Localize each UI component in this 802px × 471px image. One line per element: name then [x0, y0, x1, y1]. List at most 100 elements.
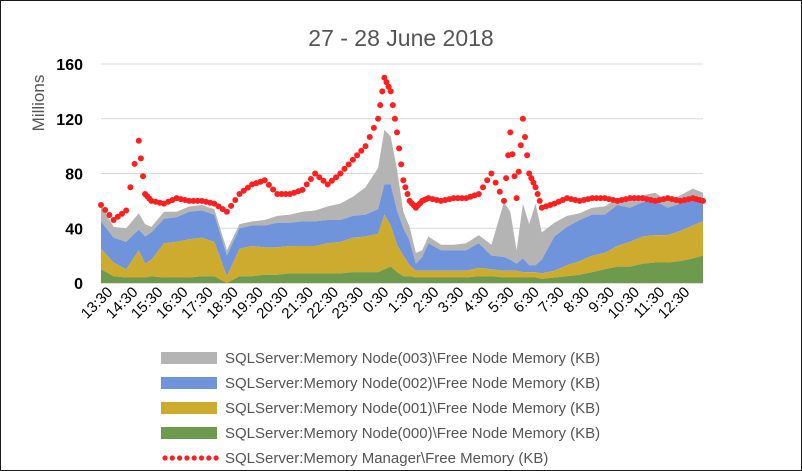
- line-point: [274, 191, 281, 197]
- line-point: [110, 217, 117, 223]
- line-point: [186, 197, 193, 204]
- line-point: [385, 83, 392, 90]
- legend-label: SQLServer:Memory Manager\Free Memory (KB…: [225, 450, 548, 467]
- line-point: [307, 176, 314, 182]
- line-point: [496, 188, 503, 195]
- line-point: [244, 184, 251, 191]
- line-point: [513, 195, 520, 202]
- x-tick-label: 1:30: [385, 284, 418, 317]
- y-tick-label: 120: [56, 112, 83, 129]
- line-point: [228, 202, 235, 209]
- line-point: [519, 115, 526, 122]
- legend-marker: [198, 455, 205, 461]
- line-point: [517, 142, 524, 149]
- line-point: [700, 197, 706, 204]
- line-point: [106, 212, 113, 218]
- line-point: [316, 174, 323, 181]
- chart-title: 27 - 28 June 2018: [308, 25, 493, 51]
- line-point: [320, 177, 327, 184]
- area-sqlserver-memory-node-001-free-node-memory-kb-: [101, 214, 703, 283]
- line-point: [524, 152, 531, 159]
- line-point: [528, 175, 535, 182]
- line-point: [488, 170, 495, 177]
- line-point: [265, 181, 272, 188]
- line-point: [127, 184, 134, 191]
- line-point: [349, 156, 356, 163]
- line-point: [391, 115, 398, 122]
- x-tick-label: 5:30: [485, 284, 518, 317]
- line-point: [526, 170, 533, 177]
- line-point: [123, 207, 130, 214]
- legend-marker: [169, 455, 175, 461]
- line-point: [480, 184, 486, 191]
- line-point: [515, 168, 522, 175]
- line-point: [345, 161, 352, 168]
- legend-marker: [184, 455, 190, 461]
- x-tick-label: 4:30: [460, 284, 493, 317]
- line-point: [377, 102, 384, 109]
- legend-swatch: [161, 427, 217, 439]
- line-point: [536, 197, 543, 204]
- y-tick-label: 160: [56, 57, 83, 74]
- line-point: [387, 88, 394, 95]
- legend-swatch: [161, 402, 217, 414]
- line-point: [530, 179, 537, 186]
- area-series: [101, 129, 703, 283]
- legend-swatch: [161, 352, 217, 364]
- line-point: [270, 186, 277, 193]
- line-point: [522, 134, 528, 140]
- line-point: [532, 184, 539, 191]
- line-point: [381, 74, 388, 81]
- line-point: [333, 174, 340, 181]
- line-point: [131, 160, 138, 167]
- legend-label: SQLServer:Memory Node(001)\Free Node Mem…: [225, 400, 600, 417]
- line-point: [223, 208, 230, 215]
- legend-marker: [213, 455, 219, 461]
- line-point: [194, 197, 201, 204]
- line-point: [375, 115, 382, 122]
- legend: SQLServer:Memory Node(003)\Free Node Mem…: [161, 350, 600, 467]
- line-point: [135, 137, 142, 144]
- line-point: [394, 129, 400, 136]
- line-point: [232, 197, 239, 203]
- line-point: [137, 155, 144, 162]
- area-sqlserver-memory-node-002-free-node-memory-kb-: [101, 184, 703, 277]
- area-sqlserver-memory-node-000-free-node-memory-kb-: [101, 255, 703, 283]
- y-axis-label: Millions: [29, 75, 48, 132]
- line-point: [450, 195, 457, 202]
- legend-label: SQLServer:Memory Node(000)\Free Node Mem…: [225, 425, 600, 442]
- y-tick-label: 80: [65, 167, 83, 184]
- line-point: [597, 195, 604, 202]
- line-point: [98, 202, 104, 208]
- line-point: [396, 145, 403, 152]
- legend-marker: [191, 455, 197, 461]
- y-tick-label: 0: [74, 276, 83, 293]
- line-point: [282, 191, 289, 197]
- line-point: [341, 165, 348, 172]
- x-tick-label: 3:30: [435, 284, 468, 317]
- line-point: [631, 195, 638, 202]
- x-axis-ticks: 13:3014:3015:3016:3017:3018:3019:3020:30…: [78, 284, 694, 323]
- line-point: [236, 191, 243, 197]
- area-sqlserver-memory-node-003-free-node-memory-kb-: [101, 129, 703, 266]
- line-point: [102, 207, 109, 213]
- y-tick-label: 40: [65, 221, 83, 238]
- line-point: [354, 152, 361, 159]
- y-axis-ticks: 0 40 80 120 160: [56, 57, 83, 293]
- line-point: [328, 177, 335, 184]
- line-point: [589, 195, 596, 202]
- line-point: [389, 102, 396, 109]
- line-point: [379, 88, 386, 95]
- line-point: [114, 213, 121, 220]
- line-point: [303, 181, 310, 188]
- line-point: [475, 191, 482, 197]
- line-point: [593, 195, 600, 202]
- x-tick-label: 6:30: [510, 284, 543, 317]
- x-tick-label: 7:30: [535, 284, 568, 317]
- legend-label: SQLServer:Memory Node(003)\Free Node Mem…: [225, 350, 600, 367]
- legend-swatch: [161, 377, 217, 389]
- line-point: [509, 151, 516, 158]
- legend-label: SQLServer:Memory Node(002)\Free Node Mem…: [225, 375, 600, 392]
- x-tick-label: 8:30: [560, 284, 593, 317]
